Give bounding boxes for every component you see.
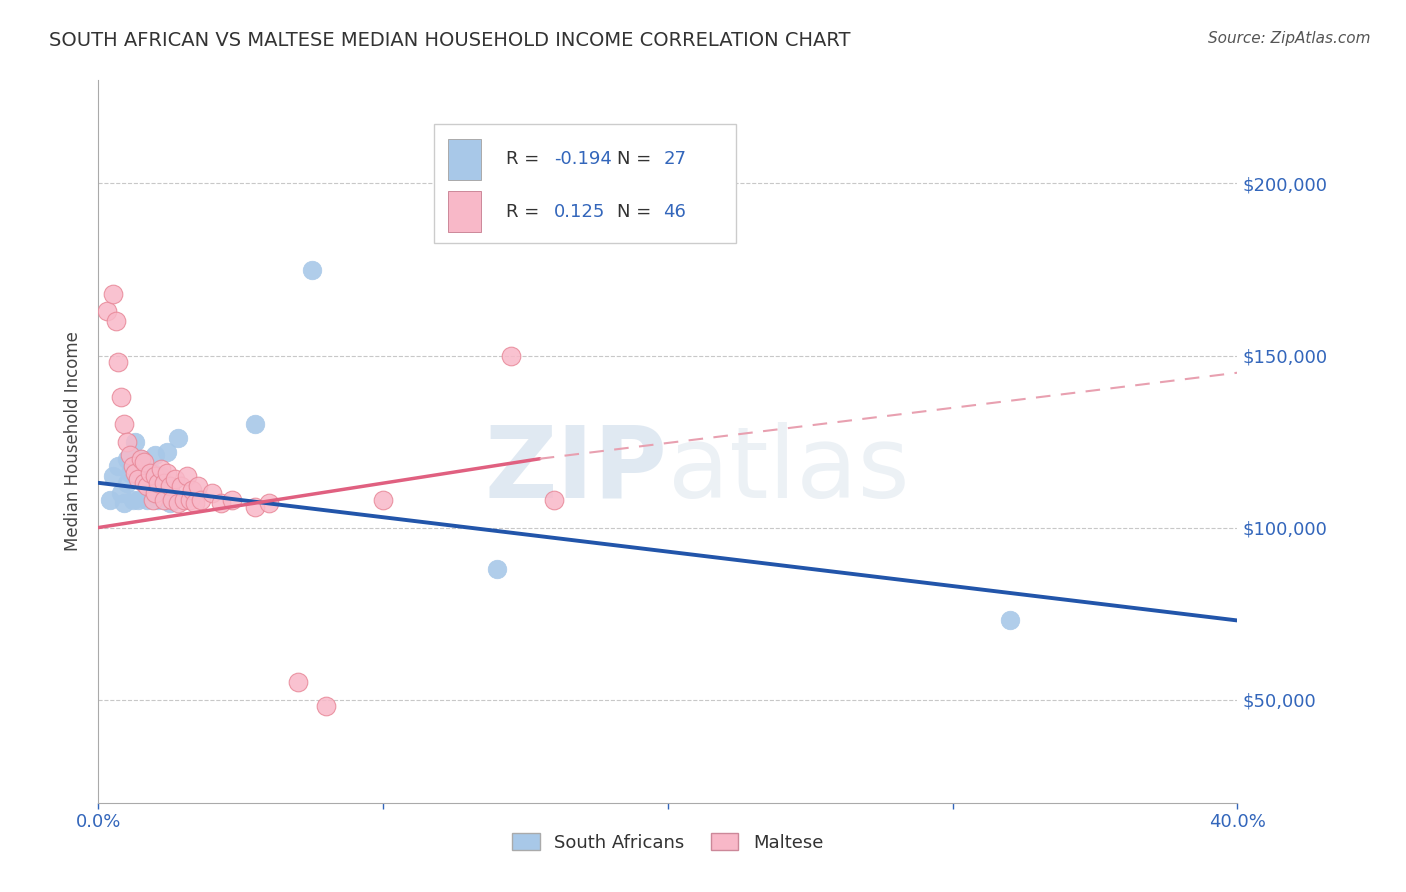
Point	[101, 286, 124, 301]
Point	[486, 562, 509, 576]
Point	[132, 455, 155, 469]
Text: N =: N =	[617, 150, 657, 169]
Point	[150, 469, 173, 483]
Point	[145, 448, 167, 462]
Point	[179, 493, 201, 508]
Point	[118, 466, 141, 480]
Point	[135, 479, 157, 493]
Point	[373, 493, 395, 508]
Point	[135, 493, 157, 508]
Point	[107, 355, 129, 369]
Point	[165, 472, 187, 486]
Legend: South Africans, Maltese: South Africans, Maltese	[505, 826, 831, 859]
Point	[129, 451, 152, 466]
Text: ZIP: ZIP	[485, 422, 668, 519]
Text: N =: N =	[617, 202, 657, 221]
Y-axis label: Median Household Income: Median Household Income	[65, 332, 83, 551]
Point	[121, 458, 143, 473]
Point	[998, 614, 1021, 628]
Point	[145, 486, 167, 500]
Point	[156, 445, 179, 459]
Text: 0.125: 0.125	[554, 202, 606, 221]
Point	[132, 472, 155, 486]
Text: atlas: atlas	[668, 422, 910, 519]
Point	[153, 475, 176, 490]
Point	[107, 458, 129, 473]
Point	[124, 434, 146, 449]
Point	[170, 479, 193, 493]
Point	[148, 493, 170, 508]
Point	[115, 434, 138, 449]
Point	[96, 303, 118, 318]
Point	[167, 496, 190, 510]
Point	[138, 486, 160, 500]
Point	[127, 493, 149, 508]
Point	[110, 390, 132, 404]
Point	[243, 500, 266, 514]
Point	[138, 466, 160, 480]
Text: -0.194: -0.194	[554, 150, 612, 169]
FancyBboxPatch shape	[449, 191, 481, 233]
Point	[104, 314, 127, 328]
Point	[121, 493, 143, 508]
Point	[259, 496, 281, 510]
Point	[98, 493, 121, 508]
Text: R =: R =	[506, 202, 546, 221]
Point	[181, 483, 204, 497]
Point	[112, 417, 135, 432]
Point	[315, 699, 337, 714]
FancyBboxPatch shape	[434, 124, 737, 243]
Point	[145, 469, 167, 483]
Point	[184, 496, 207, 510]
Point	[129, 451, 152, 466]
Point	[159, 479, 181, 493]
FancyBboxPatch shape	[449, 138, 481, 180]
Point	[153, 493, 176, 508]
Point	[501, 349, 523, 363]
Point	[127, 472, 149, 486]
Point	[132, 475, 155, 490]
Text: R =: R =	[506, 150, 546, 169]
Text: Source: ZipAtlas.com: Source: ZipAtlas.com	[1208, 31, 1371, 46]
Text: 27: 27	[664, 150, 686, 169]
Point	[209, 496, 232, 510]
Point	[115, 451, 138, 466]
Point	[543, 493, 565, 508]
Point	[148, 475, 170, 490]
Point	[110, 486, 132, 500]
Point	[173, 493, 195, 508]
Text: 46: 46	[664, 202, 686, 221]
Point	[243, 417, 266, 432]
Point	[221, 493, 243, 508]
Point	[115, 475, 138, 490]
Point	[141, 493, 163, 508]
Point	[159, 496, 181, 510]
Point	[150, 462, 173, 476]
Point	[287, 675, 309, 690]
Point	[124, 466, 146, 480]
Point	[167, 431, 190, 445]
Point	[173, 493, 195, 508]
Text: SOUTH AFRICAN VS MALTESE MEDIAN HOUSEHOLD INCOME CORRELATION CHART: SOUTH AFRICAN VS MALTESE MEDIAN HOUSEHOL…	[49, 31, 851, 50]
Point	[156, 466, 179, 480]
Point	[141, 466, 163, 480]
Point	[176, 469, 198, 483]
Point	[118, 448, 141, 462]
Point	[201, 486, 224, 500]
Point	[301, 262, 323, 277]
Point	[190, 493, 212, 508]
Point	[112, 496, 135, 510]
Point	[101, 469, 124, 483]
Point	[187, 479, 209, 493]
Point	[162, 493, 184, 508]
